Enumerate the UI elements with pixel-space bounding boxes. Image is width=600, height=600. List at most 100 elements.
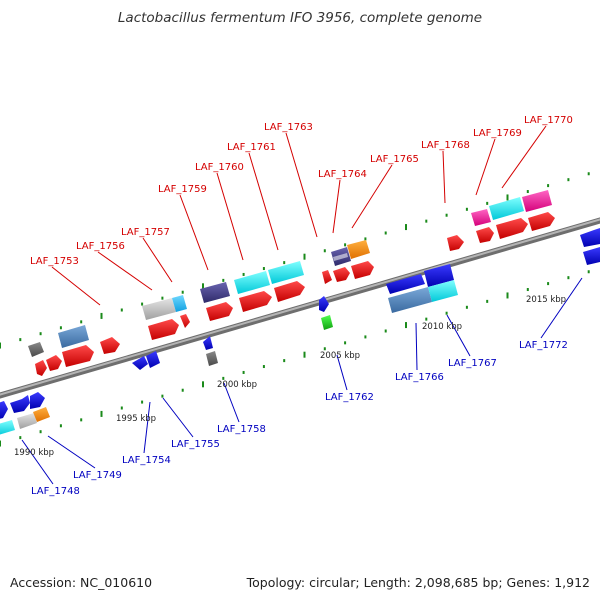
- scale-tick: [587, 172, 590, 176]
- scale-tick: [303, 253, 306, 260]
- leader-line: [332, 179, 341, 234]
- gene-feature: [58, 325, 89, 348]
- scale-tick: [242, 370, 245, 374]
- scale-tick: [547, 282, 550, 286]
- bottom-strand-labels: LAF_1748 LAF_1749 LAF_1754 LAF_1755 LAF_…: [31, 340, 568, 497]
- genome-title: Lactobacillus fermentum IFO 3956, comple…: [117, 10, 483, 26]
- scale-tick: [526, 288, 529, 292]
- gene-feature: [35, 360, 47, 376]
- scale-tick: [161, 394, 164, 398]
- scale-tick: [486, 201, 489, 205]
- gene-feature: [200, 282, 230, 303]
- scale-tick: [364, 335, 367, 339]
- leader-line: [442, 150, 446, 204]
- scale-tick: [120, 308, 123, 312]
- leader-line: [336, 354, 348, 391]
- scale-tick: [567, 178, 570, 182]
- gene-label-laf-1760: LAF_1760: [195, 162, 244, 173]
- gene-feature: [522, 190, 552, 212]
- scale-tick: [384, 231, 387, 235]
- scale-ticks: [0, 172, 590, 447]
- gene-feature: [447, 235, 464, 251]
- scale-tick: [141, 400, 144, 404]
- gene-feature: [351, 261, 374, 279]
- kbp-scale-labels: 1990 kbp 1995 kbp 2000 kbp 2005 kbp 2010…: [14, 295, 566, 458]
- leader-line: [223, 382, 240, 423]
- scale-tick: [0, 440, 1, 447]
- leader-line: [248, 152, 279, 251]
- scale-tick: [19, 436, 22, 440]
- gene-feature: [10, 395, 30, 413]
- leader-line: [351, 164, 393, 229]
- scale-tick: [567, 276, 570, 280]
- scale-tick: [465, 305, 468, 309]
- gene-label-laf-1756: LAF_1756: [76, 241, 125, 252]
- gene-feature: [62, 345, 94, 367]
- scale-tick: [181, 388, 184, 392]
- leader-line: [162, 397, 194, 438]
- kbp-label-2010: 2010 kbp: [422, 322, 462, 332]
- gene-label-laf-1772: LAF_1772: [519, 340, 568, 351]
- scale-tick: [323, 249, 326, 253]
- leader-line: [540, 277, 583, 339]
- scale-tick: [120, 406, 123, 410]
- gene-label-laf-1764: LAF_1764: [318, 169, 367, 180]
- scale-tick: [405, 224, 407, 231]
- leader-line: [51, 266, 101, 306]
- gene-label-laf-1769: LAF_1769: [473, 128, 522, 139]
- gene-feature: [496, 218, 528, 239]
- gene-feature: [528, 212, 555, 231]
- scale-tick: [39, 430, 42, 434]
- gene-feature: [580, 228, 600, 247]
- scale-tick: [445, 213, 448, 217]
- scale-tick: [283, 261, 286, 265]
- gene-feature: [172, 295, 187, 312]
- scale-tick: [181, 290, 184, 294]
- scale-tick: [100, 410, 103, 417]
- gene-feature: [333, 253, 348, 261]
- gene-label-laf-1749: LAF_1749: [73, 470, 122, 481]
- gene-feature: [386, 274, 425, 294]
- gene-label-laf-1753: LAF_1753: [30, 256, 79, 267]
- gene-label-laf-1758: LAF_1758: [217, 424, 266, 435]
- scale-tick: [344, 341, 347, 345]
- gene-feature: [424, 264, 454, 287]
- gene-feature: [428, 280, 458, 302]
- gene-feature: [148, 319, 179, 340]
- scale-tick: [59, 424, 62, 428]
- leader-line: [47, 435, 96, 469]
- scale-tick: [202, 283, 204, 290]
- gene-feature: [132, 356, 148, 370]
- genome-summary-text: Topology: circular; Length: 2,098,685 bp…: [246, 575, 590, 590]
- scale-tick: [506, 194, 509, 201]
- scale-tick: [384, 329, 387, 333]
- scale-tick: [100, 312, 103, 319]
- scale-tick: [486, 299, 489, 303]
- gene-label-laf-1748: LAF_1748: [31, 486, 80, 497]
- gene-feature: [17, 413, 37, 429]
- gene-feature: [471, 209, 491, 226]
- scale-tick: [547, 184, 550, 188]
- gene-label-laf-1770: LAF_1770: [524, 115, 573, 126]
- scale-tick: [222, 376, 225, 380]
- gene-feature: [388, 287, 432, 313]
- scale-tick: [506, 292, 509, 299]
- gene-feature: [206, 302, 233, 321]
- leader-line: [142, 237, 173, 283]
- gene-feature: [489, 197, 524, 220]
- gene-label-laf-1767: LAF_1767: [448, 358, 497, 369]
- scale-tick: [262, 365, 265, 369]
- scale-tick: [202, 381, 204, 388]
- leader-line: [446, 314, 471, 357]
- leader-line: [475, 138, 496, 196]
- gene-label-laf-1755: LAF_1755: [171, 439, 220, 450]
- gene-features: [0, 190, 600, 435]
- scale-tick: [59, 326, 62, 330]
- gene-feature: [321, 315, 333, 330]
- gene-feature: [28, 342, 44, 357]
- scale-tick: [364, 237, 367, 241]
- gene-label-laf-1762: LAF_1762: [325, 392, 374, 403]
- scale-tick: [242, 272, 245, 276]
- gene-label-laf-1768: LAF_1768: [421, 140, 470, 151]
- gene-label-laf-1763: LAF_1763: [264, 122, 313, 133]
